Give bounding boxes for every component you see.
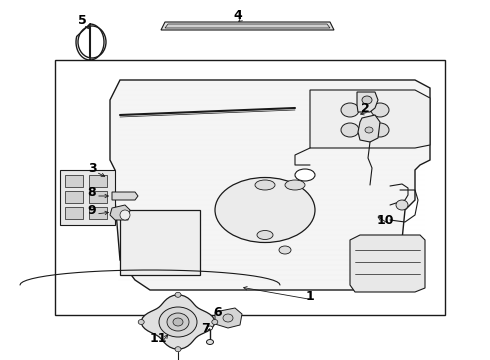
- Text: 4: 4: [234, 9, 243, 22]
- Bar: [65, 207, 83, 219]
- Ellipse shape: [175, 292, 181, 297]
- Ellipse shape: [396, 200, 408, 210]
- Ellipse shape: [167, 313, 189, 331]
- Ellipse shape: [175, 347, 181, 352]
- Ellipse shape: [215, 177, 315, 243]
- Bar: [120, 210, 200, 275]
- Bar: [65, 191, 83, 203]
- Polygon shape: [112, 192, 138, 200]
- Polygon shape: [110, 80, 430, 290]
- Ellipse shape: [279, 246, 291, 254]
- Ellipse shape: [371, 123, 389, 137]
- Bar: [65, 175, 83, 187]
- Text: 8: 8: [88, 185, 97, 198]
- Ellipse shape: [295, 169, 315, 181]
- Ellipse shape: [138, 320, 144, 324]
- Polygon shape: [350, 235, 425, 292]
- Polygon shape: [357, 92, 378, 112]
- Text: 10: 10: [376, 213, 394, 226]
- Text: 9: 9: [88, 203, 97, 216]
- Bar: [89, 175, 107, 187]
- Ellipse shape: [341, 103, 359, 117]
- Bar: [55, 60, 445, 315]
- Ellipse shape: [257, 230, 273, 239]
- Text: 1: 1: [306, 289, 315, 302]
- Ellipse shape: [365, 127, 373, 133]
- Ellipse shape: [207, 326, 213, 330]
- Bar: [89, 191, 107, 203]
- Polygon shape: [215, 308, 242, 328]
- Text: 7: 7: [200, 321, 209, 334]
- Polygon shape: [310, 90, 430, 148]
- Polygon shape: [110, 205, 130, 220]
- Polygon shape: [165, 24, 330, 28]
- Ellipse shape: [173, 318, 183, 326]
- Ellipse shape: [120, 210, 130, 220]
- Polygon shape: [358, 115, 380, 142]
- Text: 11: 11: [149, 332, 167, 345]
- Ellipse shape: [206, 339, 214, 345]
- Polygon shape: [141, 295, 215, 349]
- Text: 3: 3: [88, 162, 97, 175]
- Bar: [89, 207, 107, 219]
- Ellipse shape: [285, 180, 305, 190]
- Ellipse shape: [212, 320, 218, 324]
- Text: 5: 5: [77, 14, 86, 27]
- Text: 6: 6: [214, 306, 222, 319]
- Text: 2: 2: [361, 102, 369, 114]
- Polygon shape: [161, 22, 334, 30]
- Ellipse shape: [223, 314, 233, 322]
- Ellipse shape: [371, 103, 389, 117]
- Ellipse shape: [255, 180, 275, 190]
- Ellipse shape: [341, 123, 359, 137]
- Bar: [60, 170, 115, 225]
- Ellipse shape: [362, 96, 372, 104]
- Ellipse shape: [159, 307, 197, 337]
